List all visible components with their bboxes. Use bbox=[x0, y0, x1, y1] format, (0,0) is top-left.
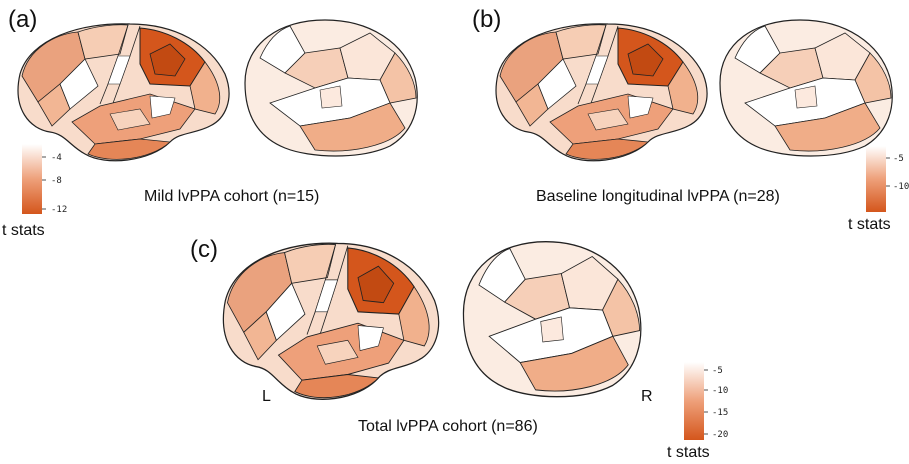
colorbar-b-tick-1: -5 bbox=[893, 154, 904, 164]
colorbar-a-tick-3: -12 bbox=[51, 205, 67, 215]
colorbar-c-title: t stats bbox=[667, 444, 710, 461]
colorbar-b: -5 -10 bbox=[866, 146, 909, 212]
panel-c-label: (c) bbox=[190, 236, 218, 263]
panel-b-caption: Baseline longitudinal lvPPA (n=28) bbox=[536, 188, 780, 205]
colorbar-c: -5 -10 -15 -20 bbox=[684, 362, 728, 440]
panel-a-left-hemisphere bbox=[17, 23, 230, 162]
panel-c-caption: Total lvPPA cohort (n=86) bbox=[358, 418, 538, 435]
panel-b-left-hemisphere bbox=[495, 23, 708, 162]
panel-c-left-hemisphere bbox=[222, 242, 440, 400]
colorbar-a-title: t stats bbox=[2, 222, 45, 239]
panel-c-right-hemisphere bbox=[462, 240, 642, 398]
left-hemisphere-label: L bbox=[262, 388, 271, 405]
colorbar-c-tick-4: -20 bbox=[712, 430, 728, 440]
colorbar-b-tick-2: -10 bbox=[893, 182, 909, 192]
colorbar-c-tick-2: -10 bbox=[712, 386, 728, 396]
colorbar-a: -4 -8 -12 bbox=[22, 144, 67, 215]
panel-b-label: (b) bbox=[472, 6, 502, 33]
colorbar-a-tick-2: -8 bbox=[51, 176, 62, 186]
colorbar-b-title: t stats bbox=[848, 216, 891, 233]
panel-a-label: (a) bbox=[8, 6, 38, 33]
panel-a-right-hemisphere bbox=[244, 19, 418, 157]
panel-b-right-hemisphere bbox=[719, 19, 893, 157]
panel-a-caption: Mild lvPPA cohort (n=15) bbox=[144, 188, 320, 205]
colorbar-c-tick-1: -5 bbox=[712, 366, 723, 376]
colorbar-a-tick-1: -4 bbox=[51, 153, 62, 163]
right-hemisphere-label: R bbox=[641, 388, 653, 405]
colorbar-c-tick-3: -15 bbox=[712, 408, 728, 418]
